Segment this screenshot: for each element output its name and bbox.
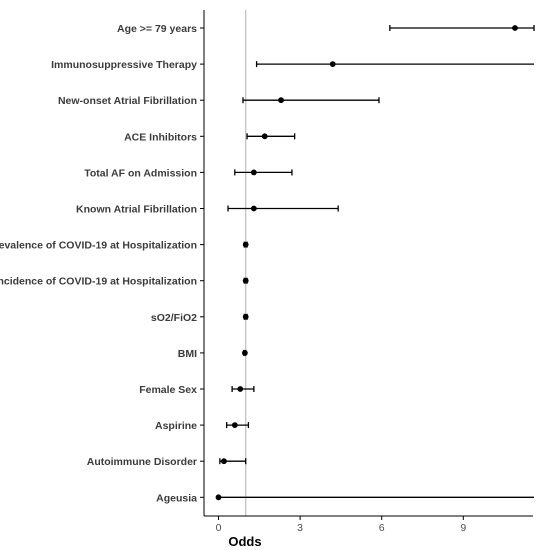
category-label: New-onset Atrial Fibrillation [58, 95, 197, 107]
odds-point [250, 205, 257, 212]
category-label: Immunosuppressive Therapy [51, 59, 197, 71]
axes [200, 10, 533, 517]
category-label: sO2/FiO2 [151, 312, 197, 324]
odds-point [221, 458, 227, 465]
category-label: Aspirine [155, 420, 197, 432]
odds-point [278, 97, 284, 104]
odds-point [241, 350, 248, 356]
odds-point [237, 386, 244, 392]
x-axis-title: Odds [228, 534, 261, 549]
odds-point [231, 422, 238, 428]
category-label: ACE Inhibitors [124, 131, 197, 143]
category-label: Incidence of COVID-19 at Hospitalization [0, 276, 197, 288]
estimates [215, 25, 535, 501]
category-label: Female Sex [139, 384, 197, 396]
x-ticks: 0 3 6 9 [216, 516, 466, 534]
odds-point [512, 25, 518, 31]
category-labels: Age >= 79 years Immunosuppressive Therapy… [0, 23, 197, 504]
category-label: Total AF on Admission [84, 167, 197, 179]
odds-point [329, 61, 336, 67]
category-label: Age >= 79 years [117, 23, 197, 35]
category-label: Ageusia [156, 492, 197, 504]
odds-point [242, 277, 249, 284]
odds-point [242, 241, 249, 248]
odds-point [242, 313, 249, 320]
category-label: BMI [178, 348, 197, 360]
category-label: Autoimmune Disorder [87, 456, 197, 468]
category-label: Prevalence of COVID-19 at Hospitalizatio… [0, 240, 197, 252]
odds-point [250, 169, 257, 176]
category-label: Known Atrial Fibrillation [76, 204, 197, 216]
odds-point [215, 494, 222, 501]
x-tick-label: 9 [460, 522, 466, 534]
x-tick-label: 0 [216, 522, 222, 534]
odds-point [261, 133, 268, 140]
x-tick-label: 3 [297, 522, 303, 534]
x-tick-label: 6 [379, 522, 385, 534]
